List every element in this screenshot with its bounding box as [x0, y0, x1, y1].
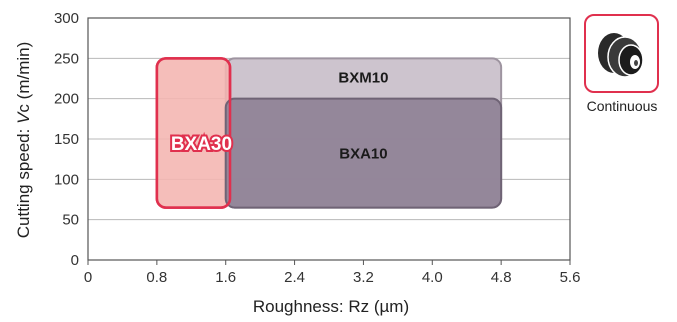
y-tick-labels: 0 50 100 150 200 250 300	[54, 10, 79, 269]
continuous-badge: Continuous	[584, 14, 659, 114]
plot-frame	[87, 17, 571, 261]
axes	[87, 17, 571, 261]
region-label-bxa10: BXA10	[339, 146, 387, 163]
y-tick-label-4: 200	[54, 91, 79, 108]
x-tick-label-3: 2.4	[284, 269, 305, 286]
x-tick-label-2: 1.6	[215, 269, 236, 286]
region-bxa30	[155, 57, 232, 209]
y-axis-label: Cutting speed: Vc (m/min)	[14, 42, 33, 239]
continuous-label: Continuous	[587, 98, 658, 114]
region-label-bxa30: BXA30	[171, 134, 232, 155]
x-axis-label: Roughness: Rz (µm)	[253, 297, 409, 316]
y-tick-label-2: 100	[54, 171, 79, 188]
region-bxa10	[224, 97, 503, 209]
y-tick-label-5: 250	[54, 50, 79, 67]
x-tick-labels: 0 0.8 1.6 2.4 3.2 4.0 4.8 5.6	[84, 260, 581, 286]
y-tick-label-0: 0	[71, 252, 79, 269]
continuous-cutting-icon	[598, 33, 644, 78]
x-tick-label-4: 3.2	[353, 269, 374, 286]
x-tick-label-7: 5.6	[560, 269, 581, 286]
x-tick-label-6: 4.8	[491, 269, 512, 286]
region-label-bxm10: BXM10	[338, 69, 388, 86]
x-tick-label-5: 4.0	[422, 269, 443, 286]
y-tick-label-3: 150	[54, 131, 79, 148]
application-regions: BXM10 BXA10 BXA30	[155, 57, 503, 209]
x-tick-label-1: 0.8	[146, 269, 167, 286]
y-tick-label-6: 300	[54, 10, 79, 27]
y-tick-label-1: 50	[62, 212, 79, 229]
region-bxa30-outline	[155, 57, 232, 209]
x-tick-label-0: 0	[84, 269, 92, 286]
